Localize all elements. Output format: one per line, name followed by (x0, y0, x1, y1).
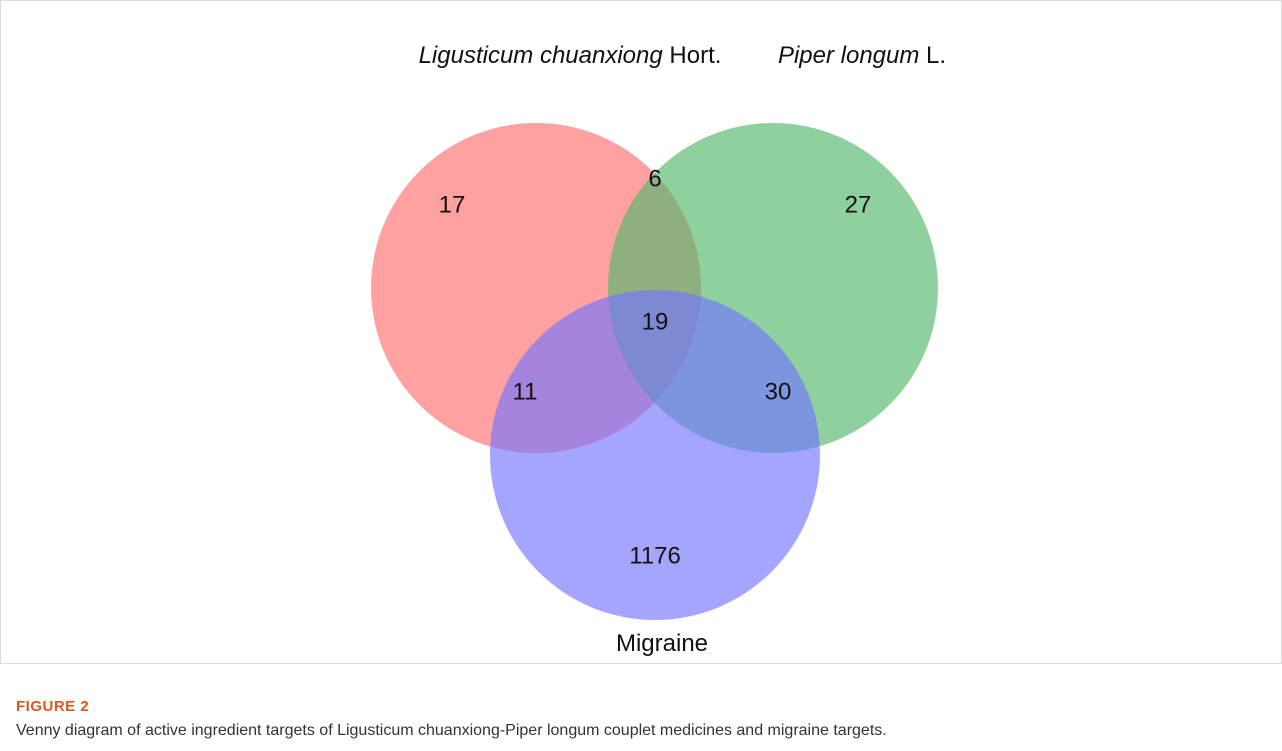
region-count: 11 (513, 378, 538, 405)
set-label-part: Migraine (616, 630, 708, 657)
set-label-part: L. (919, 42, 946, 69)
region-count: 17 (439, 191, 466, 218)
region-count: 30 (765, 378, 792, 405)
set-label: Ligusticum chuanxiong Hort. (419, 42, 722, 69)
region-count: 6 (648, 165, 661, 192)
figure-caption: Venny diagram of active ingredient targe… (16, 722, 887, 739)
set-label: Piper longum L. (778, 42, 946, 69)
region-count: 1176 (629, 542, 681, 569)
set-label: Migraine (616, 630, 708, 657)
set-circle (490, 290, 820, 620)
region-count: 19 (642, 308, 669, 335)
set-label-part: Piper longum (778, 42, 919, 69)
set-label-part: Hort. (663, 42, 722, 69)
region-count: 27 (845, 191, 872, 218)
figure-label: FIGURE 2 (16, 698, 90, 715)
chart: Ligusticum chuanxiong Hort. Piper longum … (0, 0, 1282, 664)
set-label-part: Ligusticum chuanxiong (419, 42, 664, 69)
